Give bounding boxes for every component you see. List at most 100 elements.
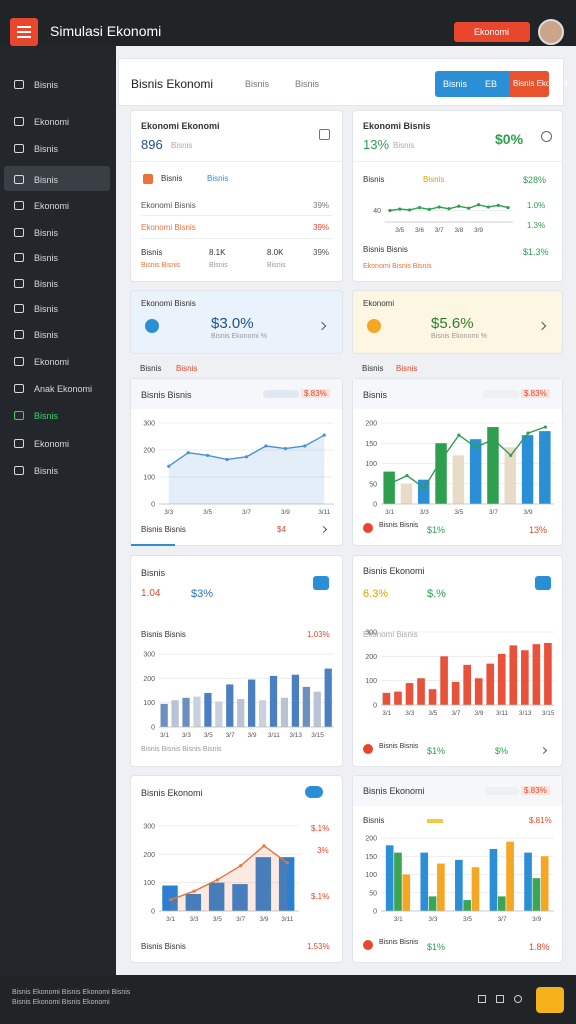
footer: Bisnis Ekonomi Bisnis Ekonomi Bisnis Bis… [0,975,576,1024]
y-tick-label: 0 [373,703,377,710]
x-tick-label: 3/15 [311,732,324,739]
kpi-card[interactable]: Ekonomi Bisnis $3.0% Bisnis Ekonomi % [130,290,343,354]
x-tick-label: 3/5 [463,916,472,923]
x-tick-label: 3/13 [519,710,532,717]
y-tick-label: 150 [365,441,377,448]
badge: $.83% [521,786,550,795]
tab[interactable]: Bisnis [245,79,270,89]
progress [131,544,175,546]
bar [302,686,310,727]
kpi-value: $3.0% [211,315,254,332]
x-tick-label: 3/7 [489,509,498,516]
y-tick-label: 300 [143,824,155,831]
point [543,425,547,429]
card-foot-value: $1% [427,942,446,952]
area-fill [170,845,288,911]
y-tick-label: 200 [365,421,377,428]
nav-item[interactable]: Ekonomi [34,439,70,449]
tab[interactable]: Bisnis [295,79,320,89]
chevron [317,321,327,331]
y-tick-label: 300 [143,421,155,428]
footer-icon[interactable] [496,995,504,1003]
nav-item[interactable]: Bisnis [34,466,59,476]
point [388,208,392,213]
icon [319,129,330,140]
top-button[interactable]: Ekonomi [454,22,530,42]
point [417,206,422,210]
line-value: 39% [313,201,330,210]
divider [141,238,333,239]
y-tick-label: 200 [365,836,377,843]
nav-item[interactable]: Ekonomi [34,201,70,211]
x-tick-label: 3/7 [498,916,507,923]
nav-item[interactable]: Bisnis [34,279,59,289]
y-tick-label: 0 [151,502,155,509]
icon[interactable] [535,576,551,590]
x-tick-label: 3/7 [451,710,460,717]
icon[interactable] [313,576,329,590]
card-title: Ekonomi Bisnis [363,121,431,131]
nav-item[interactable]: Bisnis [34,175,59,185]
nav-item[interactable]: Bisnis [34,304,59,314]
header: Bisnis Ekonomi Bisnis Bisnis Bisnis EB B… [118,58,568,106]
card-foot: Bisnis Bisnis [379,522,419,529]
card-sub-value: 1.03% [307,630,330,639]
button-label[interactable]: Bisnis [443,79,468,89]
point [264,444,268,448]
bar [452,455,465,504]
nav-item[interactable]: Bisnis [34,330,59,340]
bar [291,674,300,727]
nav-item[interactable]: Bisnis [34,253,59,263]
nav-item[interactable]: Bisnis [34,411,59,421]
nav-item[interactable]: Bisnis [34,80,59,90]
bar [226,684,234,727]
action-button[interactable] [536,987,564,1013]
row-label: Bisnis [423,175,445,184]
footer-icon[interactable] [478,995,486,1003]
bottom-sub: Bisnis [209,262,228,269]
avatar[interactable] [538,19,564,45]
menu-button[interactable] [10,18,38,46]
icon[interactable] [305,786,323,798]
nav-icon [14,466,24,475]
x-tick-label: 3/11 [281,916,294,923]
bottom-value: $1.3% [523,247,549,257]
badge-bar [263,390,299,398]
nav-icon [14,384,24,393]
row-value: $28% [523,175,547,185]
nav-item[interactable]: Ekonomi [34,117,70,127]
bar [497,896,506,911]
header-title: Bisnis Ekonomi [131,77,214,91]
nav-item[interactable]: Bisnis [34,228,59,238]
nav-icon [14,175,24,184]
card-value: 6.3% [363,588,389,600]
x-tick-label: 3/3 [164,509,173,516]
point [239,864,243,868]
bar [405,683,414,705]
x-tick-label: 3/8 [454,227,463,234]
point [398,207,402,211]
x-tick-label: 3/3 [420,509,429,516]
line [170,844,288,901]
bar [237,699,245,727]
nav-item[interactable]: Ekonomi [34,357,70,367]
nav-item[interactable]: Anak Ekonomi [34,384,93,394]
menu-icon [17,26,31,28]
bar [420,852,429,911]
stat-card: Ekonomi Bisnis 13% Bisnis $0% Bisnis Bis… [352,110,564,282]
bar [524,852,532,911]
x-tick-label: 3/3 [428,916,437,923]
bar [506,841,514,911]
button-label[interactable]: EB [485,79,498,89]
kpi-card[interactable]: Ekonomi $5.6% Bisnis Ekonomi % [352,290,563,354]
area-fill [168,435,325,504]
bar [455,859,463,911]
line-label: Ekonomi Bisnis [141,223,196,232]
x-tick-label: 3/9 [532,916,541,923]
divider [131,161,344,162]
footer-icon[interactable] [514,995,522,1003]
x-tick-label: 3/11 [268,732,281,739]
nav-item[interactable]: Bisnis [34,144,59,154]
card-title: Bisnis Ekonomi [363,786,425,796]
orange-button[interactable]: Bisnis Ekonomi [509,71,568,97]
